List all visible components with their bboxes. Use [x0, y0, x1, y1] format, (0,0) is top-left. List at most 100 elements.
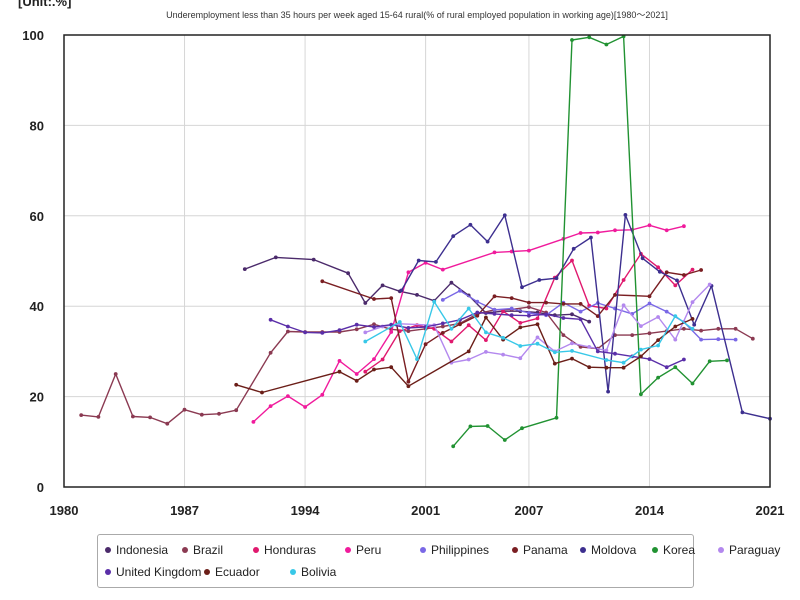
data-point [639, 392, 643, 397]
legend-item-philippines[interactable]: Philippines [420, 543, 489, 557]
series-peru [251, 223, 686, 424]
data-point [449, 326, 454, 331]
data-point [389, 365, 394, 370]
legend-label: Panama [523, 543, 568, 557]
data-point [675, 278, 679, 283]
data-point [682, 357, 686, 362]
data-point [647, 301, 652, 306]
data-point [518, 321, 523, 325]
data-point [544, 300, 548, 305]
data-point [217, 411, 221, 416]
data-point [656, 315, 660, 319]
legend-label: Bolivia [301, 565, 337, 579]
data-point [501, 335, 505, 340]
legend-marker [718, 546, 724, 553]
data-point [466, 323, 471, 328]
legend-marker [345, 546, 351, 553]
legend-item-indonesia[interactable]: Indonesia [105, 543, 168, 557]
legend-item-united-kingdom[interactable]: United Kingdom [105, 565, 201, 579]
data-point [440, 321, 445, 326]
y-tick-label: 0 [37, 480, 44, 495]
data-point [699, 328, 703, 333]
series-bolivia [363, 299, 695, 365]
data-point [363, 369, 368, 374]
legend-marker [105, 546, 111, 553]
data-point [692, 322, 697, 327]
legend-item-bolivia[interactable]: Bolivia [290, 565, 336, 579]
data-point [96, 415, 101, 419]
data-point [397, 320, 402, 324]
data-point [502, 213, 507, 218]
legend-marker [182, 546, 188, 553]
data-point [466, 349, 471, 354]
data-point [415, 357, 419, 361]
data-point [406, 329, 411, 333]
data-point [630, 333, 635, 337]
data-point [311, 257, 316, 262]
data-point [604, 348, 609, 353]
data-point [623, 213, 628, 217]
chart-title: Underemployment less than 35 hours per w… [166, 10, 668, 20]
legend-item-brazil[interactable]: Brazil [182, 543, 223, 557]
legend-item-peru[interactable]: Peru [345, 543, 381, 557]
data-point [440, 324, 445, 329]
data-point [587, 35, 592, 40]
data-point [682, 273, 686, 277]
data-point [570, 258, 574, 263]
data-point [475, 310, 480, 315]
data-point [432, 299, 437, 304]
data-point [664, 270, 669, 275]
data-point [535, 322, 540, 327]
data-point [415, 293, 419, 297]
legend-item-moldova[interactable]: Moldova [580, 543, 636, 557]
data-point [552, 350, 557, 355]
legend-item-paraguay[interactable]: Paraguay [718, 543, 780, 557]
data-point [509, 313, 514, 318]
data-point [664, 309, 669, 314]
data-point [484, 315, 488, 320]
legend-item-honduras[interactable]: Honduras [253, 543, 316, 557]
legend-label: Paraguay [729, 543, 781, 557]
y-tick-label: 40 [30, 299, 44, 314]
data-point [372, 357, 376, 361]
data-point [621, 303, 626, 308]
data-point [673, 314, 678, 318]
data-point [554, 415, 559, 420]
series-layer [79, 34, 772, 449]
data-point [406, 270, 411, 275]
data-point [518, 344, 523, 348]
legend-item-korea[interactable]: Korea [652, 543, 695, 557]
data-point [380, 357, 385, 362]
legend-item-panama[interactable]: Panama [512, 543, 568, 557]
data-point [527, 311, 531, 315]
data-point [380, 283, 385, 288]
data-point [372, 367, 376, 372]
data-point [587, 345, 592, 349]
data-point [273, 255, 278, 260]
legend-item-ecuador[interactable]: Ecuador [204, 565, 260, 579]
x-tick-label: 1980 [50, 503, 79, 518]
data-point [484, 330, 488, 335]
data-point [664, 228, 669, 233]
data-point [570, 356, 574, 361]
data-point [234, 408, 239, 413]
data-point [268, 404, 273, 408]
data-point [363, 301, 368, 305]
legend-marker [204, 568, 210, 575]
data-point [182, 407, 187, 412]
data-point [372, 297, 376, 301]
data-point [656, 343, 660, 348]
data-point [268, 317, 273, 322]
data-point [148, 415, 153, 420]
data-point [79, 413, 84, 417]
y-tick-label: 60 [30, 209, 44, 224]
data-point [466, 357, 471, 362]
series-line [400, 214, 771, 420]
data-point [578, 302, 583, 306]
x-tick-label: 2001 [411, 503, 440, 518]
data-point [389, 296, 394, 300]
legend-marker [290, 568, 296, 575]
data-point [406, 326, 411, 330]
data-point [475, 313, 480, 318]
legend-marker [580, 546, 586, 553]
